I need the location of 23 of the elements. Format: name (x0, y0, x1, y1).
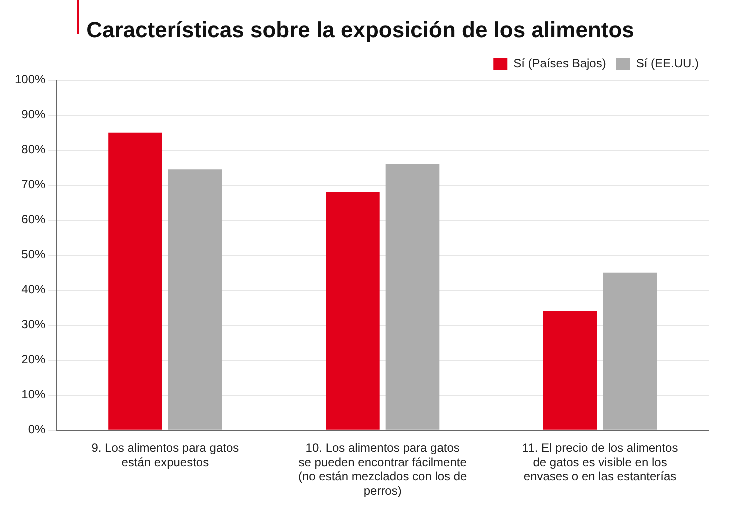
y-tick-label: 0% (28, 422, 46, 437)
legend-label: Sí (EE.UU.) (636, 56, 700, 71)
x-tick-label: 11. El precio de los alimentos de gatos es visible en los envases o en las estanterías (522, 440, 678, 484)
y-tick-label: 60% (22, 212, 46, 227)
y-tick-label: 20% (22, 352, 46, 367)
bar (386, 164, 440, 430)
y-tick-label: 10% (22, 388, 46, 402)
y-tick-label: 90% (22, 108, 46, 122)
bar (326, 192, 380, 430)
legend-label: Sí (Países Bajos) (514, 56, 606, 71)
y-tick-label: 80% (22, 142, 46, 157)
x-tick-label: 10. Los alimentos para gatos se pueden encontrar fácilmente (no están mezclados con los de perros) (298, 440, 468, 498)
bar (603, 272, 658, 430)
bar (543, 311, 598, 430)
chart-title: Características sobre la exposición de los alimentos (86, 17, 634, 42)
x-tick-label: 9. Los alimentos para gatos están expuestos (92, 440, 240, 470)
y-tick-label: 30% (22, 318, 46, 332)
y-tick-label: 50% (22, 248, 46, 262)
y-tick-label: 40% (22, 282, 46, 297)
y-tick-label: 70% (22, 178, 46, 192)
y-tick-label: 100% (14, 72, 46, 87)
bar (108, 132, 162, 430)
bar (168, 170, 222, 430)
